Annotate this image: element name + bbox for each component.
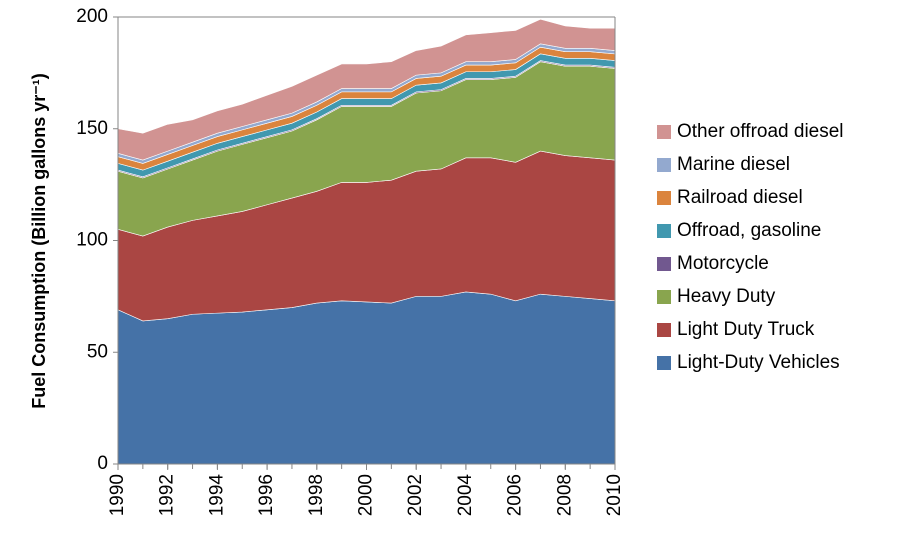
legend-swatch (657, 257, 671, 271)
legend-swatch (657, 356, 671, 370)
y-tick-label: 0 (97, 453, 108, 474)
y-tick-label: 50 (87, 341, 108, 362)
legend-swatch (657, 224, 671, 238)
legend-label: Offroad, gasoline (677, 220, 821, 241)
x-tick-label: 1998 (306, 474, 327, 516)
legend-swatch (657, 158, 671, 172)
legend-label: Other offroad diesel (677, 121, 844, 142)
x-tick-label: 2008 (554, 474, 575, 516)
legend-swatch (657, 323, 671, 337)
legend-item: Motorcycle (657, 253, 769, 274)
legend-label: Marine diesel (677, 154, 790, 175)
x-tick-label: 2006 (505, 474, 526, 516)
x-tick-label: 1990 (107, 474, 128, 516)
legend-label: Heavy Duty (677, 286, 776, 307)
legend-item: Heavy Duty (657, 286, 776, 307)
x-tick-label: 2002 (405, 474, 426, 516)
x-tick-label: 1994 (206, 474, 227, 517)
legend-item: Other offroad diesel (657, 121, 844, 142)
x-tick-label: 2000 (356, 474, 377, 516)
legend-item: Light-Duty Vehicles (657, 352, 840, 373)
legend-item: Offroad, gasoline (657, 220, 821, 241)
area (117, 291, 616, 465)
legend-label: Light-Duty Vehicles (677, 352, 840, 373)
y-tick-label: 200 (76, 6, 108, 27)
legend-item: Railroad diesel (657, 187, 803, 208)
x-tick-label: 2010 (604, 474, 625, 516)
legend-label: Light Duty Truck (677, 319, 815, 340)
y-axis-label: Fuel Consumption (Billion gallons yr⁻¹) (29, 73, 49, 409)
legend-label: Motorcycle (677, 253, 769, 274)
legend-swatch (657, 290, 671, 304)
legend-item: Light Duty Truck (657, 319, 815, 340)
legend-item: Marine diesel (657, 154, 790, 175)
legend-swatch (657, 191, 671, 205)
x-tick-label: 1996 (256, 474, 277, 516)
x-tick-label: 2004 (455, 474, 476, 517)
legend-label: Railroad diesel (677, 187, 803, 208)
y-tick-label: 150 (76, 118, 108, 139)
y-tick-label: 100 (76, 230, 108, 251)
legend-swatch (657, 125, 671, 139)
x-tick-label: 1992 (157, 474, 178, 516)
